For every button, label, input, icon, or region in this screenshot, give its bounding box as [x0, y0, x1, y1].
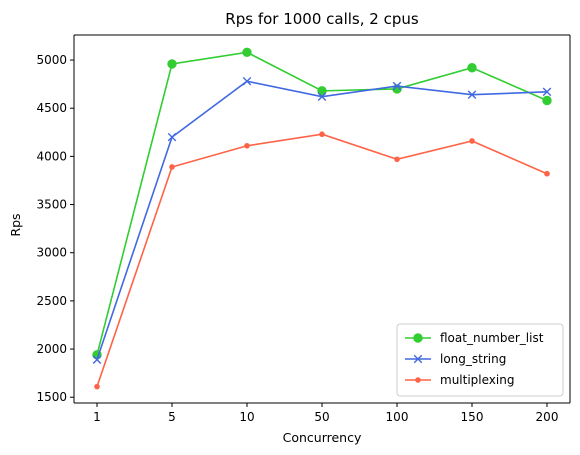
x-tick-label: 1 — [93, 410, 101, 424]
plot-area: 1 5 10 50 100 150 200 1500 2000 2500 3000 3500 4000 4… — [36, 34, 571, 424]
data-point-long_string — [467, 90, 477, 100]
y-tick-label: 3000 — [36, 246, 67, 260]
data-point-multiplexing — [94, 383, 100, 390]
y-tick-label: 2000 — [36, 342, 67, 356]
y-tick-label: 4000 — [36, 149, 67, 163]
series-line-float_number_list — [96, 51, 548, 356]
data-point-long_string — [242, 76, 252, 86]
chart-title: Rps for 1000 calls, 2 cpus — [225, 10, 419, 28]
data-point-multiplexing — [244, 142, 250, 149]
marker-stroke — [413, 354, 423, 364]
y-tick-label: 1500 — [36, 390, 67, 404]
data-point-multiplexing — [169, 164, 175, 170]
y-axis-label: Rps — [8, 213, 23, 236]
x-tick-label: 50 — [314, 410, 329, 424]
data-point-float_number_list — [242, 47, 252, 58]
legend-label-long_string: long_string — [440, 352, 506, 366]
data-point-multiplexing — [544, 170, 550, 177]
legend: float_number_list long_string multiplexing — [396, 323, 564, 397]
legend-marker-multiplexing — [415, 377, 421, 383]
data-point-long_string — [542, 87, 552, 97]
y-tick-label: 5000 — [36, 53, 67, 67]
legend-label-float_number_list: float_number_list — [440, 331, 544, 345]
y-tick-label: 2500 — [36, 294, 67, 308]
data-point-long_string — [92, 355, 102, 364]
y-tick-label: 3500 — [36, 198, 67, 212]
data-point-float_number_list — [467, 63, 477, 73]
x-tick-label: 150 — [461, 410, 484, 424]
series-line-long_string — [96, 80, 548, 360]
x-tick-label: 100 — [386, 410, 409, 424]
data-point-float_number_list — [542, 95, 552, 106]
data-point-float_number_list — [317, 86, 327, 96]
data-point-long_string — [392, 81, 402, 91]
legend-box — [396, 323, 564, 397]
data-point-long_string — [167, 132, 177, 142]
marker-stroke — [242, 76, 252, 86]
marker-stroke — [92, 355, 102, 364]
x-tick-label: 5 — [168, 410, 176, 424]
data-point-multiplexing — [319, 131, 325, 138]
x-tick-label: 10 — [239, 410, 254, 424]
marker-stroke — [167, 132, 177, 142]
legend-marker-float_number_list — [413, 333, 423, 343]
y-tick-label: 4500 — [36, 101, 67, 115]
x-axis-label: Concurrency — [283, 430, 362, 445]
data-point-multiplexing — [469, 138, 475, 144]
data-point-float_number_list — [167, 59, 177, 69]
data-point-multiplexing — [394, 156, 400, 163]
marker-stroke — [317, 92, 327, 101]
x-tick-label: 200 — [536, 410, 559, 424]
legend-marker-long_string — [413, 354, 423, 364]
legend-label-multiplexing: multiplexing — [440, 373, 514, 387]
marker-stroke — [542, 87, 552, 97]
marker-stroke — [467, 90, 477, 100]
marker-stroke — [392, 81, 402, 91]
data-point-long_string — [317, 92, 327, 101]
